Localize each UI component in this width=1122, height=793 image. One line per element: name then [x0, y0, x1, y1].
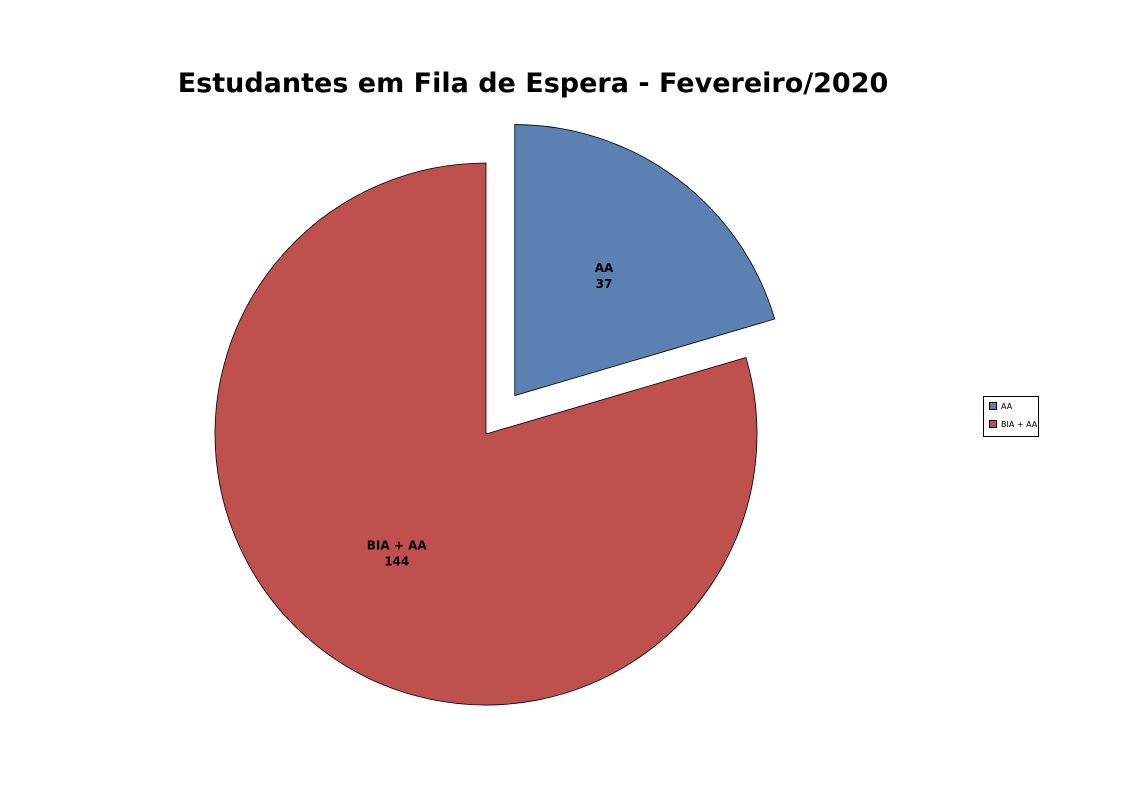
legend-item: AA — [984, 397, 1038, 415]
legend-label: BIA + AA — [1001, 419, 1038, 429]
legend-label: AA — [1001, 401, 1013, 411]
chart-title: Estudantes em Fila de Espera - Fevereiro… — [177, 68, 889, 99]
data-label-category: AA — [595, 261, 614, 275]
pie-slice-bia-aa — [214, 162, 758, 706]
data-label-value: 37 — [596, 277, 613, 291]
pie-slice-aa — [514, 124, 776, 397]
legend: AA BIA + AA — [983, 396, 1039, 437]
legend-swatch — [989, 402, 997, 410]
legend-item: BIA + AA — [984, 415, 1038, 433]
legend-swatch — [989, 420, 997, 428]
data-label-value: 144 — [384, 554, 409, 568]
data-label-category: BIA + AA — [367, 538, 428, 552]
